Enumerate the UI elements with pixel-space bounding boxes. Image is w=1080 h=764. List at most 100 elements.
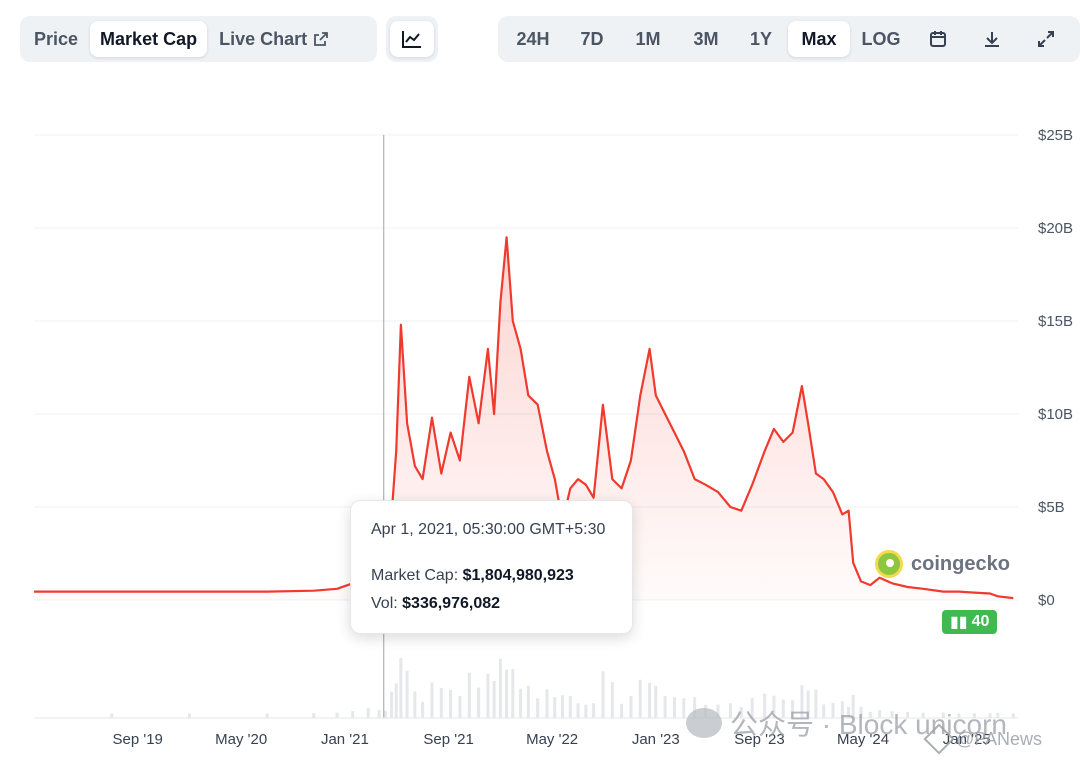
range-1y[interactable]: 1Y	[749, 28, 773, 49]
volume-bar	[672, 697, 676, 718]
volume-bar	[716, 704, 720, 718]
y-tick-label: $15B	[1038, 313, 1073, 330]
volume-bar	[610, 682, 614, 718]
range-3m[interactable]: 3M	[693, 28, 719, 49]
volume-bar	[366, 707, 370, 718]
volume-bar	[791, 700, 795, 718]
chart-tooltip: Apr 1, 2021, 05:30:00 GMT+5:30 Market Ca…	[350, 500, 633, 634]
volume-bar	[728, 703, 732, 718]
volume-bar	[377, 709, 381, 718]
volume-bar	[878, 710, 882, 718]
volume-bar	[390, 691, 394, 718]
volume-bar	[430, 682, 434, 718]
x-tick-label: Sep '21	[423, 731, 473, 748]
y-tick-label: $10B	[1038, 406, 1073, 423]
market-cap-line	[34, 236, 1014, 600]
badge-icon: ▮▮	[950, 614, 968, 631]
volume-bar	[822, 704, 826, 718]
volume-bar	[553, 697, 557, 718]
volume-bar	[351, 711, 355, 718]
tooltip-date: Apr 1, 2021, 05:30:00 GMT+5:30	[371, 521, 606, 538]
volume-bar	[394, 683, 398, 718]
volume-bar	[439, 687, 443, 718]
volume-bar	[682, 698, 686, 718]
volume-bar	[383, 710, 387, 718]
range-max[interactable]: Max	[788, 21, 850, 57]
volume-bar	[629, 696, 633, 718]
volume-bar	[750, 698, 754, 718]
badge-value: 40	[971, 613, 990, 630]
tab-live-chart[interactable]: Live Chart	[209, 21, 339, 57]
volume-bar	[498, 658, 502, 718]
expand-icon[interactable]	[1020, 21, 1072, 57]
coingecko-logo-icon	[875, 550, 903, 578]
volume-bar	[592, 703, 596, 718]
tooltip-market-cap: Market Cap: $1,804,980,923	[371, 567, 612, 585]
volume-bar	[620, 703, 624, 718]
tab-label: Live Chart	[219, 28, 308, 49]
volume-bar	[814, 689, 818, 718]
tab-market-cap[interactable]: Market Cap	[90, 21, 208, 57]
volume-bar	[840, 701, 844, 718]
volume-bar	[772, 695, 776, 718]
volume-bar	[800, 685, 804, 718]
calendar-icon[interactable]	[912, 21, 964, 57]
volume-bar	[601, 671, 605, 718]
y-tick-label: $20B	[1038, 220, 1073, 237]
watermark-text: 公众号 · Block unicorn	[730, 709, 1007, 740]
volume-bar	[467, 672, 471, 718]
volume-bar	[806, 690, 810, 718]
tooltip-volume: Vol: $336,976,082	[371, 595, 612, 613]
range-log[interactable]: LOG	[861, 28, 901, 49]
market-cap-chart[interactable]: $0 $5B $10B $15B $20B $25B Sep '19 May '20 Jan '…	[0, 90, 1080, 764]
download-icon[interactable]	[966, 21, 1018, 57]
volume-bar	[921, 712, 925, 718]
volume-bar	[851, 694, 855, 718]
x-tick-label: Sep '23	[734, 731, 784, 748]
x-tick-label: Sep '19	[112, 731, 162, 748]
x-tick-label: Jan '25	[943, 731, 991, 748]
volume-bar	[187, 713, 191, 718]
volume-bar	[568, 696, 572, 718]
volume-bar	[576, 703, 580, 718]
market-cap-area	[34, 237, 1014, 601]
volume-bar	[505, 669, 509, 718]
volume-bar	[519, 688, 523, 718]
watermark: 公众号 · Block unicorn	[686, 703, 1007, 743]
tooltip-market-cap-label: Market Cap:	[371, 567, 459, 584]
tab-price[interactable]: Price	[24, 21, 88, 57]
watermark-secondary: @PANews	[923, 723, 1042, 755]
range-24h[interactable]: 24H	[516, 28, 550, 49]
volume-bar	[561, 695, 565, 718]
wechat-icon	[686, 708, 722, 738]
brand-name: coingecko	[911, 552, 1010, 575]
tab-label: Price	[34, 28, 79, 49]
volume-bar	[847, 707, 851, 718]
volume-bar	[781, 699, 785, 718]
volume-bar	[413, 691, 417, 718]
volume-bar	[458, 696, 462, 718]
chart-view-tabs: Price Market Cap Live Chart	[20, 16, 377, 62]
volume-bar	[638, 679, 642, 718]
range-7d[interactable]: 7D	[580, 28, 604, 49]
price-badge: ▮▮ 40	[942, 610, 998, 634]
volume-bar	[511, 669, 515, 718]
volume-bar	[110, 713, 114, 718]
line-chart-icon[interactable]	[390, 21, 434, 57]
x-tick-label: May '22	[526, 731, 578, 748]
volume-bar	[859, 706, 863, 718]
volume-bar	[449, 690, 453, 718]
volume-bar	[763, 693, 767, 718]
volume-bar	[890, 711, 894, 718]
volume-bar	[486, 673, 490, 718]
x-tick-label: May '20	[215, 731, 267, 748]
volume-bar	[584, 704, 588, 718]
tooltip-vol-value: $336,976,082	[402, 595, 501, 612]
volume-bar	[545, 689, 549, 718]
volume-bar	[988, 713, 992, 718]
range-1m[interactable]: 1M	[635, 28, 661, 49]
tooltip-market-cap-value: $1,804,980,923	[462, 567, 574, 584]
volume-bar	[526, 685, 530, 718]
volume-bar	[492, 681, 496, 718]
x-tick-label: May '24	[837, 731, 889, 748]
